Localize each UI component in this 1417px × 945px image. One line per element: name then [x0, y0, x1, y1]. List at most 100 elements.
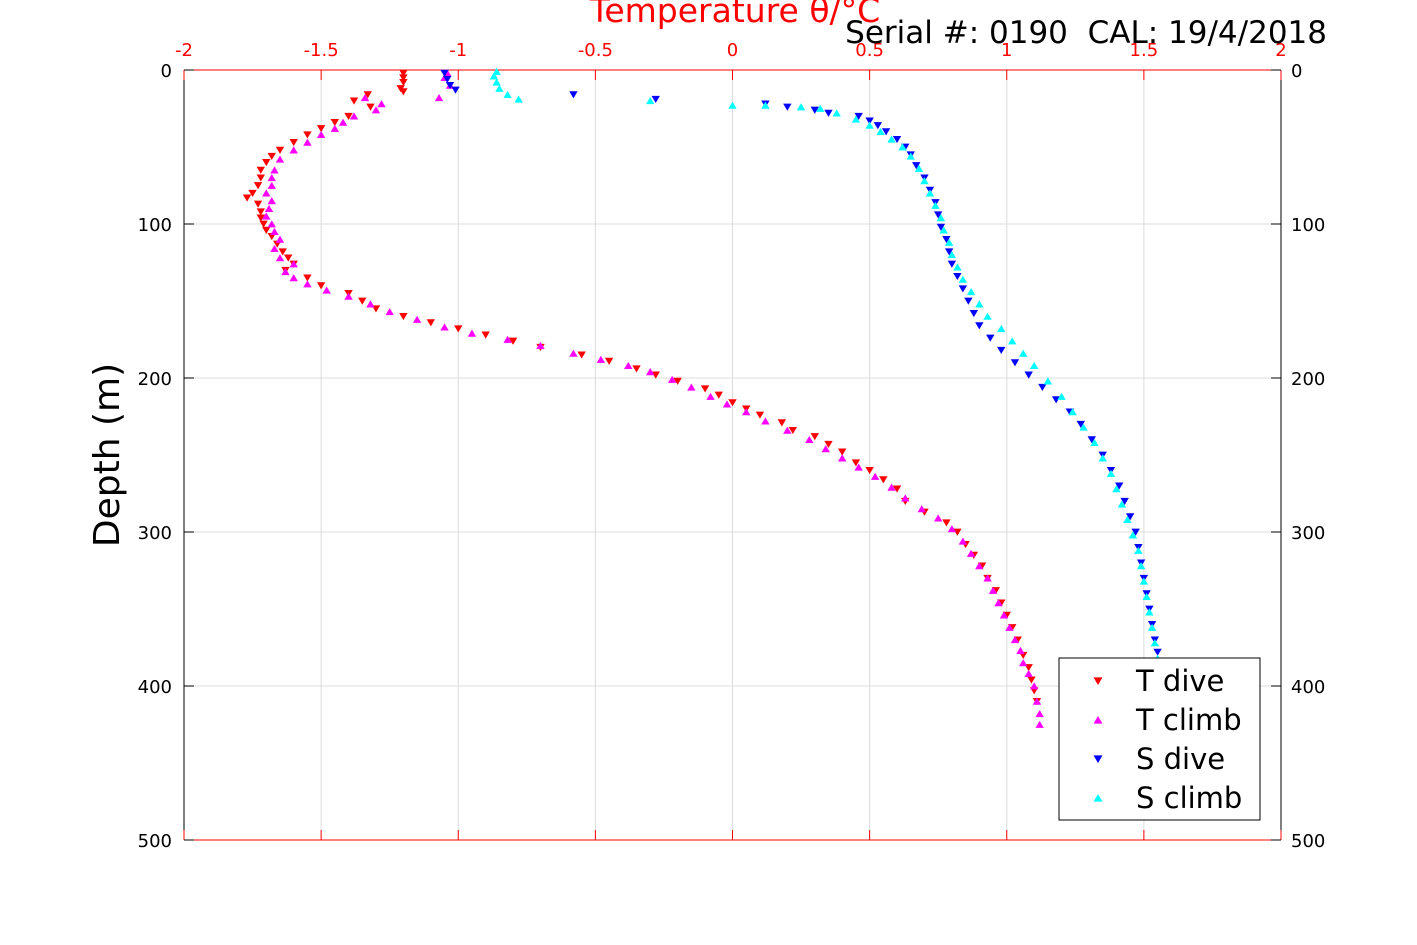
- data-point: [796, 103, 806, 111]
- data-point: [275, 254, 285, 262]
- data-point: [366, 300, 375, 308]
- data-point: [651, 371, 660, 379]
- data-point: [1019, 349, 1028, 357]
- data-point: [303, 138, 312, 146]
- data-point: [253, 200, 263, 208]
- data-point: [673, 377, 682, 385]
- data-point: [267, 220, 276, 228]
- y-tick-label-left: 0: [161, 61, 172, 82]
- data-point: [986, 334, 995, 342]
- data-point: [687, 383, 696, 391]
- y-tick-label-left: 400: [138, 677, 172, 698]
- data-point: [1150, 639, 1160, 647]
- data-point: [1120, 497, 1129, 505]
- y-tick-label-left: 200: [138, 369, 172, 390]
- data-point: [942, 236, 951, 244]
- data-point: [1142, 592, 1151, 601]
- data-point: [1128, 531, 1138, 539]
- data-point: [1024, 669, 1033, 678]
- data-point: [256, 208, 265, 216]
- data-point: [451, 86, 460, 94]
- data-point: [953, 263, 962, 271]
- data-points: [242, 67, 1162, 728]
- data-point: [958, 537, 968, 545]
- data-point: [816, 104, 825, 112]
- data-point: [887, 135, 896, 143]
- data-point: [854, 112, 863, 120]
- data-point: [1043, 377, 1053, 385]
- data-point: [242, 194, 252, 202]
- serial-calibration-annotation: Serial #: 0190 CAL: 19/4/2018: [845, 15, 1327, 51]
- data-point: [495, 84, 504, 92]
- data-point: [1029, 682, 1039, 690]
- data-point: [824, 440, 833, 448]
- data-point: [912, 162, 921, 170]
- data-point: [1024, 371, 1033, 379]
- data-point: [832, 109, 841, 117]
- data-point: [714, 391, 723, 399]
- data-point: [788, 427, 798, 435]
- data-point: [939, 226, 948, 234]
- data-point: [783, 426, 792, 434]
- data-point: [975, 322, 984, 330]
- data-point: [865, 117, 874, 125]
- data-point: [761, 101, 770, 109]
- y-tick-label-right: 100: [1291, 215, 1325, 236]
- data-point: [997, 346, 1006, 355]
- data-point: [264, 204, 274, 212]
- data-point: [975, 562, 984, 570]
- data-point: [360, 93, 370, 102]
- data-point: [706, 392, 715, 400]
- data-point: [722, 400, 732, 408]
- data-point: [1125, 513, 1135, 521]
- data-point: [267, 174, 276, 182]
- data-point: [1051, 396, 1061, 404]
- series-2: [440, 69, 1162, 656]
- data-point: [267, 197, 276, 205]
- data-point: [966, 287, 976, 296]
- data-point: [289, 260, 298, 268]
- data-point: [975, 300, 984, 308]
- data-point: [267, 181, 276, 189]
- legend-box: [1058, 657, 1261, 821]
- data-point: [569, 91, 578, 99]
- data-point: [901, 494, 910, 502]
- data-point: [994, 599, 1003, 607]
- data-point: [805, 435, 814, 443]
- data-point: [761, 417, 770, 425]
- data-point: [958, 285, 968, 293]
- data-point: [289, 146, 298, 154]
- data-point: [426, 319, 436, 327]
- legend-marker: [1093, 677, 1103, 686]
- data-point: [728, 101, 737, 109]
- data-point: [248, 189, 257, 197]
- data-point: [988, 586, 998, 594]
- data-point: [275, 155, 285, 163]
- data-point: [399, 74, 408, 82]
- data-point: [947, 525, 957, 533]
- data-point: [947, 260, 957, 268]
- x-tick-label: 1.5: [1130, 40, 1159, 61]
- data-point: [303, 274, 312, 282]
- y-tick-label-right: 500: [1291, 831, 1325, 852]
- data-point: [322, 286, 331, 294]
- data-point: [632, 365, 641, 373]
- data-point: [1010, 636, 1020, 644]
- data-point: [851, 459, 861, 467]
- data-point: [1139, 577, 1149, 585]
- data-point: [646, 97, 655, 105]
- data-point: [777, 419, 787, 427]
- chart-title: Temperature θ/°C: [589, 0, 880, 30]
- data-point: [1136, 562, 1146, 570]
- data-point: [434, 93, 444, 102]
- y-tick-label-left: 300: [138, 523, 172, 544]
- data-point: [931, 201, 940, 209]
- data-point: [936, 223, 946, 231]
- x-tick-label: -1: [449, 40, 467, 61]
- data-point: [865, 467, 874, 475]
- data-point: [947, 251, 957, 259]
- data-point: [983, 574, 992, 582]
- data-point: [371, 106, 381, 114]
- legend-marker: [1093, 715, 1103, 724]
